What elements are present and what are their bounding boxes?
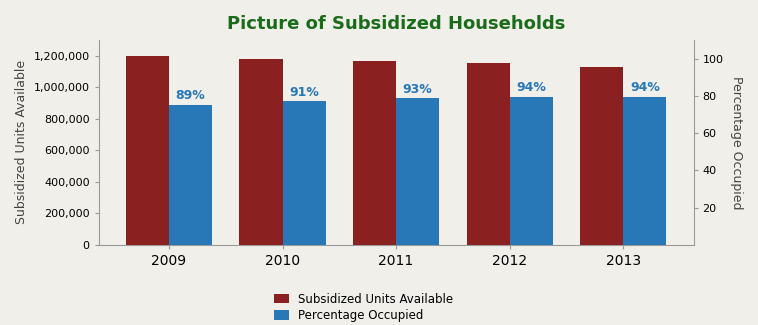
Bar [580, 67, 623, 245]
Bar [240, 59, 283, 245]
Bar [169, 105, 212, 245]
Bar [353, 61, 396, 245]
Bar [396, 98, 440, 245]
Bar [509, 97, 553, 245]
Text: 89%: 89% [176, 89, 205, 102]
Bar [623, 97, 666, 245]
Text: 93%: 93% [402, 83, 433, 96]
Text: 94%: 94% [516, 81, 547, 94]
Bar [467, 63, 509, 245]
Text: 94%: 94% [630, 81, 660, 94]
Legend: Subsidized Units Available, Percentage Occupied: Subsidized Units Available, Percentage O… [271, 289, 457, 325]
Title: Picture of Subsidized Households: Picture of Subsidized Households [227, 15, 565, 33]
Bar [283, 101, 326, 245]
Bar [126, 57, 169, 245]
Text: 91%: 91% [289, 86, 319, 99]
Y-axis label: Percentage Occupied: Percentage Occupied [730, 76, 743, 209]
Y-axis label: Subsidized Units Available: Subsidized Units Available [15, 60, 28, 225]
